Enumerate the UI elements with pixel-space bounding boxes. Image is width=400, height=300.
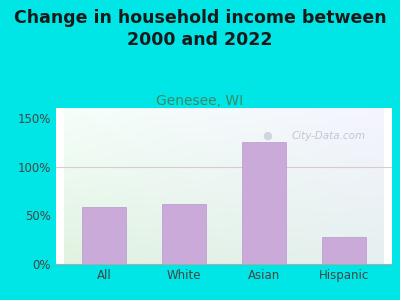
Text: ●: ● — [263, 131, 272, 141]
Bar — [322, 237, 366, 264]
Bar — [162, 203, 206, 264]
Bar — [242, 142, 286, 264]
Text: Change in household income between
2000 and 2022: Change in household income between 2000 … — [14, 9, 386, 49]
Text: Genesee, WI: Genesee, WI — [156, 94, 244, 109]
Text: City-Data.com: City-Data.com — [291, 131, 365, 141]
Bar — [82, 208, 126, 264]
